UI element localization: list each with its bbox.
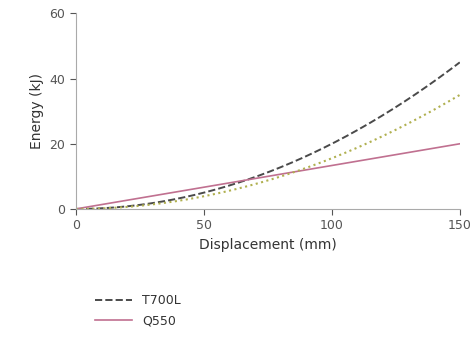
Q550: [388, 154, 393, 158]
T700L: [301, 155, 307, 159]
Q550: [457, 142, 463, 146]
Q235: [255, 181, 261, 185]
Q550: [255, 176, 261, 180]
Q235: [301, 166, 307, 171]
Y-axis label: Energy (kJ): Energy (kJ): [30, 73, 44, 149]
Q235: [388, 130, 393, 134]
T700L: [457, 60, 463, 64]
Line: Q550: Q550: [76, 144, 460, 209]
Legend: T700L, Q550, Q235: T700L, Q550, Q235: [90, 289, 186, 337]
Q235: [457, 93, 463, 97]
T700L: [73, 207, 79, 211]
T700L: [388, 109, 393, 113]
Q235: [448, 98, 454, 102]
T700L: [281, 164, 286, 168]
Q550: [281, 172, 286, 176]
Q235: [73, 207, 79, 211]
Q235: [281, 174, 286, 178]
Q550: [73, 207, 79, 211]
Q550: [258, 176, 264, 180]
T700L: [448, 67, 454, 71]
X-axis label: Displacement (mm): Displacement (mm): [199, 238, 337, 252]
Q550: [301, 168, 307, 172]
Line: Q235: Q235: [76, 95, 460, 209]
T700L: [258, 173, 264, 177]
Q235: [258, 181, 264, 185]
Line: T700L: T700L: [76, 62, 460, 209]
Q550: [448, 143, 454, 147]
T700L: [255, 174, 261, 178]
